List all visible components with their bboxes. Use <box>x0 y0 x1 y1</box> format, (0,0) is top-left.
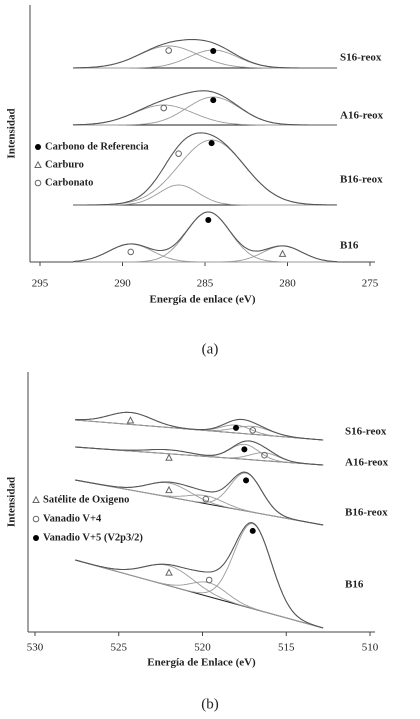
component-curve <box>73 184 337 206</box>
peak-marker <box>241 446 248 453</box>
y-axis-label: Intensidad <box>6 477 18 527</box>
peak-marker <box>165 568 173 576</box>
spectrum-label: A16-reox <box>345 457 389 469</box>
envelope-curve <box>75 411 324 441</box>
envelope-curve <box>73 39 337 69</box>
legend-label: Carburo <box>45 159 84 170</box>
peak-marker <box>261 451 268 459</box>
x-axis-label: Energía de Enlace (eV) <box>147 657 256 669</box>
legend-symbol <box>34 160 42 168</box>
legend-label: Vanadio V+5 (V2p3/2) <box>43 532 143 543</box>
spectrum-label: B16 <box>345 579 364 591</box>
peak-marker <box>205 216 212 223</box>
spectrum-label: A16-reox <box>340 110 384 122</box>
legend-symbol <box>32 515 40 523</box>
component-curve <box>72 243 337 263</box>
spectrum-label: S16-reox <box>345 426 387 438</box>
peak-marker <box>165 485 173 494</box>
legend-symbol <box>32 495 40 503</box>
legend-label: Carbonato <box>45 177 93 188</box>
peak-marker <box>243 477 250 484</box>
caption: (a) <box>202 341 219 357</box>
x-tick-label: 525 <box>111 642 128 654</box>
legend-symbol <box>34 179 42 187</box>
component-curve <box>73 104 337 126</box>
peak-marker <box>175 150 182 157</box>
caption: (b) <box>201 696 219 712</box>
peak-marker <box>208 140 215 147</box>
legend-label: Carbono de Referencia <box>45 141 149 152</box>
spectrum-label: B16-reox <box>340 174 383 186</box>
component-curve <box>73 49 337 69</box>
envelope-curve <box>72 211 338 263</box>
peak-marker <box>249 427 257 434</box>
spectrum-label: B16-reox <box>345 507 388 519</box>
peak-marker <box>202 495 210 503</box>
x-tick-label: 520 <box>194 642 211 654</box>
peak-marker <box>210 48 217 55</box>
y-axis-label: Intensidad <box>6 108 18 158</box>
legend-label: Satélite de Oxigeno <box>43 494 129 505</box>
peak-marker <box>165 453 173 461</box>
x-tick-label: 290 <box>114 278 131 290</box>
peak-marker <box>278 249 287 257</box>
envelope-curve <box>75 440 324 466</box>
envelope-curve <box>75 522 324 629</box>
peak-marker <box>249 527 256 534</box>
component-curve <box>73 245 338 263</box>
x-tick-label: 285 <box>197 278 214 290</box>
x-tick-label: 280 <box>279 278 296 290</box>
x-tick-label: 510 <box>362 642 379 654</box>
x-tick-label: 515 <box>278 642 295 654</box>
envelope-curve <box>73 132 338 206</box>
legend-symbol <box>35 144 41 150</box>
spectrum-label: B16 <box>340 240 359 252</box>
envelope-curve <box>75 471 324 526</box>
x-tick-label: 295 <box>32 278 49 290</box>
envelope-curve <box>73 90 337 126</box>
x-tick-label: 530 <box>27 642 44 654</box>
spectrum-label: S16-reox <box>340 52 382 64</box>
peak-marker <box>165 47 172 54</box>
legend-symbol <box>33 535 39 541</box>
peak-marker <box>160 104 168 112</box>
peak-marker <box>126 416 135 424</box>
x-tick-label: 275 <box>362 278 379 290</box>
legend-label: Vanadio V+4 <box>43 513 102 524</box>
component-curve <box>73 211 337 263</box>
peak-marker <box>205 576 213 584</box>
peak-marker <box>233 424 239 431</box>
peak-marker <box>127 248 135 256</box>
x-axis-label: Energía de enlace (eV) <box>150 294 256 306</box>
peak-marker <box>210 97 217 104</box>
